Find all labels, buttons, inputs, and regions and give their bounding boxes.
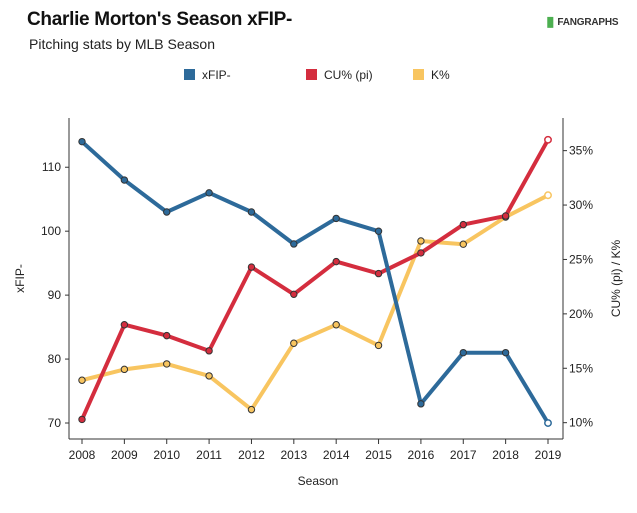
data-point <box>247 208 256 216</box>
data-point <box>332 257 340 266</box>
y-axis-left-label: xFIP- <box>13 264 27 293</box>
chart-axes: 70 80 90 100 110 10% 15% 20% 25% 30% 35% 2008 2009 20… <box>13 118 623 488</box>
right-tick-label: 30% <box>569 198 593 212</box>
data-point <box>417 400 425 408</box>
data-point <box>205 189 213 197</box>
data-point <box>501 348 510 357</box>
data-point <box>120 321 129 329</box>
data-point <box>544 419 552 427</box>
data-point <box>332 321 340 329</box>
data-point <box>501 212 510 220</box>
data-point <box>417 249 425 257</box>
legend-swatch <box>184 69 195 80</box>
chart-legend: xFIP- CU% (pi) K% <box>184 68 450 82</box>
data-point <box>205 347 213 355</box>
x-tick-label: 2019 <box>535 448 562 462</box>
data-point <box>163 331 171 340</box>
right-tick-label: 25% <box>569 252 593 266</box>
fangraphs-logo-icon: ▐▌ <box>544 17 557 27</box>
data-point <box>332 214 340 223</box>
right-tick-label: 15% <box>569 361 593 375</box>
data-point <box>247 405 256 414</box>
data-point <box>544 191 552 200</box>
data-point <box>290 240 298 248</box>
data-point <box>544 135 552 144</box>
data-point <box>459 220 467 229</box>
data-point <box>459 240 467 248</box>
x-tick-label: 2014 <box>323 448 350 462</box>
data-point <box>290 339 298 347</box>
data-point <box>247 263 256 271</box>
left-tick-label: 100 <box>41 224 61 238</box>
right-tick-label: 10% <box>569 416 593 430</box>
data-point <box>374 269 383 278</box>
data-point <box>120 176 129 184</box>
chart-title: Charlie Morton's Season xFIP- <box>27 9 293 30</box>
right-tick-label: 35% <box>569 144 593 158</box>
x-tick-label: 2009 <box>111 448 138 462</box>
data-point <box>374 227 383 235</box>
x-axis-label: Season <box>298 474 339 488</box>
data-point <box>78 415 86 424</box>
legend-label: K% <box>431 68 450 82</box>
data-point <box>78 376 86 384</box>
left-tick-label: 80 <box>48 352 62 366</box>
data-point <box>417 237 425 245</box>
legend-swatch <box>306 69 317 80</box>
legend-label: xFIP- <box>202 68 231 82</box>
x-tick-label: 2010 <box>153 448 180 462</box>
x-tick-label: 2015 <box>365 448 392 462</box>
data-point <box>290 290 298 298</box>
data-point <box>374 341 383 350</box>
left-tick-label: 110 <box>42 160 61 174</box>
fangraphs-logo[interactable]: ▐▌FANGRAPHS <box>544 17 619 28</box>
data-point <box>163 360 171 368</box>
data-point <box>78 137 86 146</box>
x-tick-label: 2008 <box>69 448 96 462</box>
chart-series <box>80 137 550 425</box>
x-tick-label: 2016 <box>408 448 435 462</box>
data-point <box>163 208 171 216</box>
left-tick-label: 70 <box>48 416 62 430</box>
series-line-cupi <box>80 137 550 422</box>
x-tick-label: 2018 <box>492 448 519 462</box>
fangraphs-logo-text: FANGRAPHS <box>557 17 619 28</box>
x-tick-label: 2017 <box>450 448 477 462</box>
data-point <box>120 365 129 374</box>
left-tick-label: 90 <box>48 288 62 302</box>
chart-points <box>78 135 552 427</box>
data-point <box>459 348 467 357</box>
data-point <box>205 372 213 380</box>
series-line-k <box>80 193 550 412</box>
right-tick-label: 20% <box>569 307 593 321</box>
x-tick-label: 2011 <box>196 448 222 462</box>
legend-swatch <box>413 69 424 80</box>
series-line-xfip <box>80 139 550 425</box>
x-tick-label: 2012 <box>238 448 265 462</box>
y-axis-right-label: CU% (pi) / K% <box>609 239 623 317</box>
x-tick-label: 2013 <box>280 448 307 462</box>
legend-label: CU% (pi) <box>324 68 373 82</box>
chart-subtitle: Pitching stats by MLB Season <box>29 36 215 52</box>
